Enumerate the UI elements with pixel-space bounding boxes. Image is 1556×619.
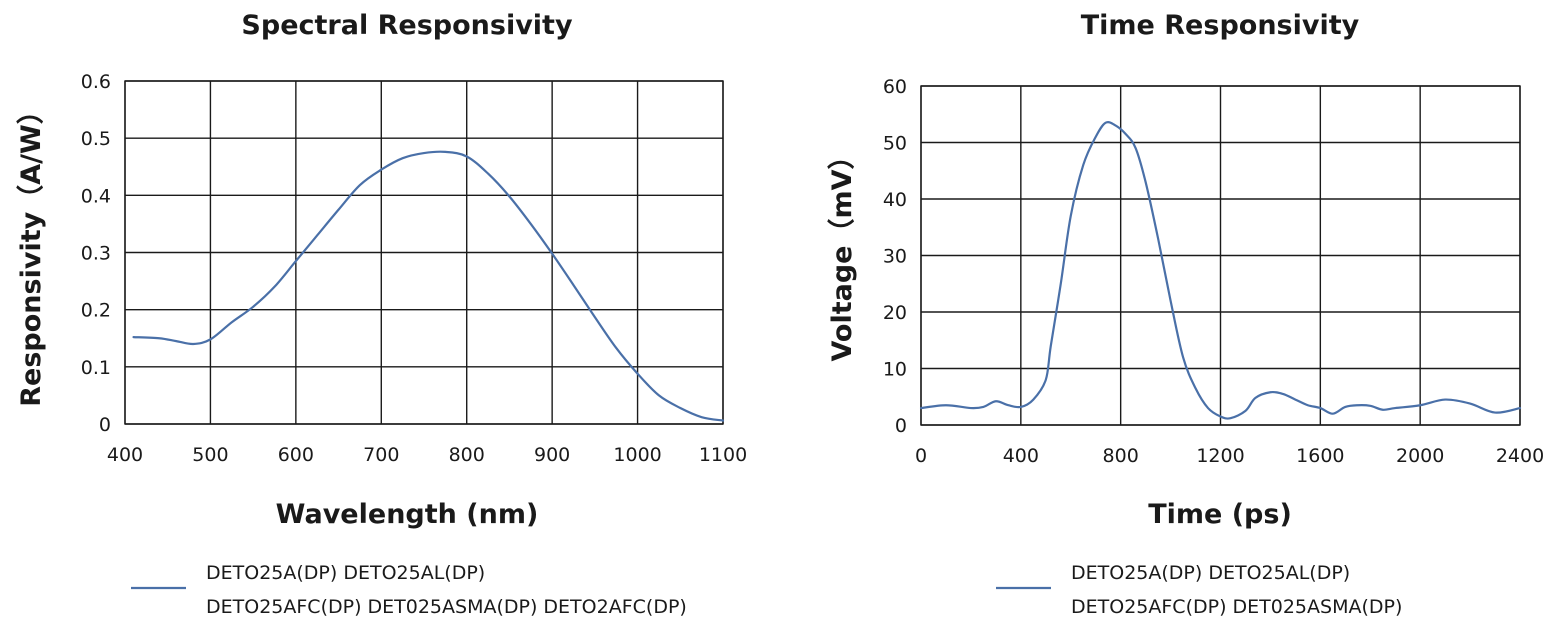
time-legend-line-1: DETO25A(DP) DETO25AL(DP) [1071, 562, 1350, 584]
spectral-x-tick-label: 700 [363, 444, 399, 466]
time-x-ticks: 0 400 800 1200 1600 2000 2400 [915, 445, 1544, 467]
spectral-legend-line-2: DETO25AFC(DP) DET025ASMA(DP) DETO2AFC(DP… [206, 596, 687, 618]
time-x-tick-label: 2400 [1496, 445, 1544, 467]
time-x-tick-label: 2000 [1396, 445, 1444, 467]
time-plot-frame [920, 85, 1521, 426]
spectral-plot-frame [124, 80, 724, 425]
spectral-x-axis-title: Wavelength (nm) [276, 499, 539, 530]
time-y-tick-label: 30 [883, 246, 907, 268]
time-x-tick-label: 800 [1103, 445, 1139, 467]
spectral-y-tick-label: 0.1 [81, 357, 111, 379]
spectral-x-tick-label: 400 [107, 444, 143, 466]
time-x-tick-label: 1600 [1296, 445, 1344, 467]
time-y-tick-label: 10 [883, 359, 907, 381]
spectral-x-tick-label: 900 [534, 444, 570, 466]
time-x-tick-label: 1200 [1196, 445, 1244, 467]
spectral-legend-line-1: DETO25A(DP) DETO25AL(DP) [206, 562, 485, 584]
time-y-axis-title: Voltage（mV） [827, 142, 858, 361]
spectral-y-tick-label: 0.4 [81, 185, 111, 207]
time-y-ticks: 0 10 20 30 40 50 60 [883, 76, 907, 437]
spectral-x-tick-label: 600 [278, 444, 314, 466]
spectral-responsivity-chart: Spectral Responsivity 400 500 600 700 800 900… [16, 10, 747, 618]
spectral-y-tick-label: 0.6 [81, 71, 111, 93]
time-y-tick-label: 60 [883, 76, 907, 98]
time-responsivity-chart: Time Responsivity 0 400 800 1200 1600 2000 240… [827, 10, 1544, 618]
spectral-chart-title: Spectral Responsivity [241, 10, 573, 41]
spectral-y-tick-label: 0.2 [81, 300, 111, 322]
spectral-x-ticks: 400 500 600 700 800 900 1000 1100 [107, 444, 747, 466]
spectral-y-tick-label: 0.5 [81, 128, 111, 150]
time-x-tick-label: 0 [915, 445, 927, 467]
time-legend-line-2: DETO25AFC(DP) DET025ASMA(DP) [1071, 596, 1402, 618]
time-series-line [919, 121, 1522, 420]
time-chart-title: Time Responsivity [1081, 10, 1360, 41]
time-grid [920, 85, 1521, 426]
spectral-y-tick-label: 0 [99, 414, 111, 436]
time-x-tick-label: 400 [1003, 445, 1039, 467]
time-y-tick-label: 20 [883, 302, 907, 324]
time-y-tick-label: 40 [883, 189, 907, 211]
spectral-y-axis-title: Responsivity（A/W） [16, 97, 47, 407]
spectral-x-tick-label: 800 [449, 444, 485, 466]
spectral-grid [124, 80, 724, 425]
spectral-series-line [132, 150, 725, 422]
spectral-y-tick-label: 0.3 [81, 243, 111, 265]
time-x-axis-title: Time (ps) [1148, 499, 1292, 530]
spectral-x-tick-label: 1000 [613, 444, 661, 466]
time-y-tick-label: 0 [895, 415, 907, 437]
time-y-tick-label: 50 [883, 133, 907, 155]
spectral-y-ticks: 0 0.1 0.2 0.3 0.4 0.5 0.6 [81, 71, 111, 436]
spectral-x-tick-label: 500 [192, 444, 228, 466]
spectral-x-tick-label: 1100 [699, 444, 747, 466]
